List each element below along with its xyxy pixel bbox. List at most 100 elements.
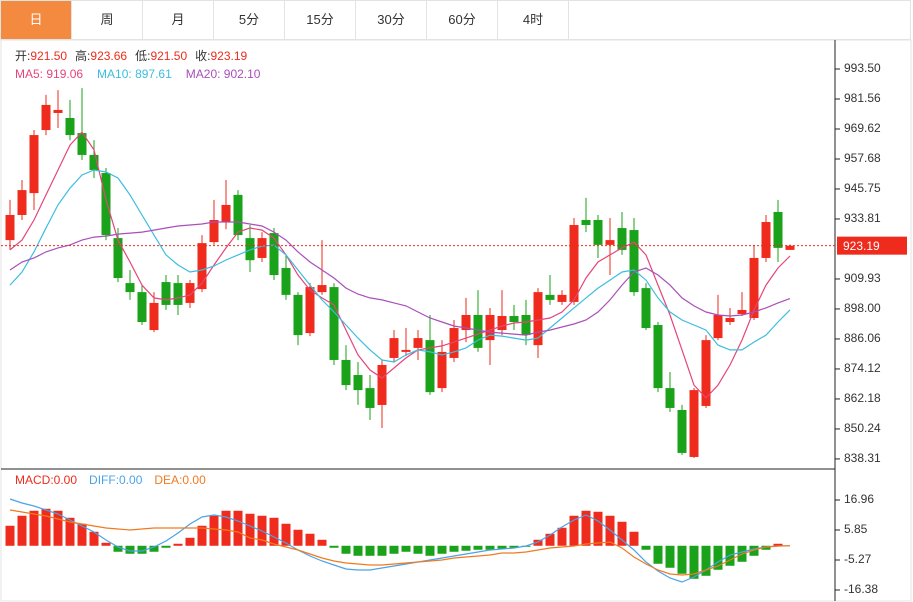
macd-bar xyxy=(173,543,183,546)
y-tick-label: 981.56 xyxy=(844,91,881,105)
candle-body xyxy=(605,240,615,245)
macd-bar xyxy=(689,545,699,579)
ohlc-value: 923.66 xyxy=(90,49,127,63)
candle-body xyxy=(437,351,447,389)
candle-body xyxy=(5,214,15,241)
macd-bar xyxy=(113,545,123,552)
macd-bar xyxy=(77,523,87,546)
macd-bar xyxy=(749,545,759,556)
macd-bar xyxy=(137,545,147,554)
macd-bar xyxy=(389,545,399,554)
candle-body xyxy=(269,233,279,276)
macd-bar xyxy=(233,510,243,546)
candle-body xyxy=(29,135,39,194)
candle-body xyxy=(113,238,123,279)
candle-body xyxy=(257,238,267,258)
legend-entry: MA10: 897.61 xyxy=(97,67,172,81)
candle-body xyxy=(305,287,315,334)
period-tab[interactable]: 15分 xyxy=(285,1,356,39)
candle-body xyxy=(665,388,675,408)
macd-bar xyxy=(341,545,351,554)
macd-bar xyxy=(473,545,483,550)
period-tab[interactable]: 4时 xyxy=(498,1,569,39)
period-tab[interactable]: 30分 xyxy=(356,1,427,39)
macd-bar xyxy=(653,545,663,564)
macd-bar xyxy=(497,545,507,549)
macd-bar xyxy=(209,515,219,546)
candle-body xyxy=(497,315,507,331)
y-tick-label: -16.38 xyxy=(844,582,878,596)
macd-bar xyxy=(269,517,279,546)
candle-body xyxy=(293,294,303,336)
macd-bar xyxy=(425,545,435,556)
candle-body xyxy=(485,314,495,341)
candle-body xyxy=(689,390,699,457)
macd-bar xyxy=(713,545,723,570)
macd-bar xyxy=(329,545,339,548)
y-tick-label: 909.93 xyxy=(844,271,881,285)
macd-bar xyxy=(437,545,447,554)
macd-bar xyxy=(281,523,291,546)
legend-entry: MA5: 919.06 xyxy=(15,67,83,81)
candle-body xyxy=(773,211,783,248)
legend-entry: DIFF:0.00 xyxy=(89,473,143,487)
candle-body xyxy=(161,282,171,305)
legend: MA5: 919.06 MA10: 897.61 MA20: 902.10 xyxy=(15,67,261,81)
macd-bar xyxy=(5,525,15,546)
macd-bar xyxy=(221,510,231,546)
candle-body xyxy=(245,238,255,261)
macd-bar xyxy=(317,539,327,546)
candle-body xyxy=(53,109,63,113)
macd-bar xyxy=(29,510,39,546)
macd-bar xyxy=(641,545,651,550)
candle-body xyxy=(629,230,639,293)
candle-body xyxy=(677,409,687,453)
y-tick-label: 5.85 xyxy=(844,522,868,536)
ohlc-label: 开: xyxy=(15,49,30,63)
macd-bar xyxy=(509,545,519,548)
macd-bar xyxy=(305,533,315,546)
period-tab[interactable]: 5分 xyxy=(214,1,285,39)
legend-entry: MA20: 902.10 xyxy=(186,67,261,81)
macd-bar xyxy=(617,521,627,546)
period-tab[interactable]: 月 xyxy=(143,1,214,39)
candle-body xyxy=(197,243,207,290)
y-tick-label: 993.50 xyxy=(844,61,881,75)
chart-frame xyxy=(0,39,912,602)
indicator-line xyxy=(9,131,791,399)
candle-body xyxy=(377,364,387,405)
macd-bar xyxy=(353,545,363,556)
candle-body xyxy=(461,314,471,331)
macd-bar xyxy=(293,529,303,546)
candle-body xyxy=(761,222,771,258)
y-tick-label: 886.06 xyxy=(844,331,881,345)
ohlc-value: 921.50 xyxy=(30,49,67,63)
macd-bar xyxy=(125,545,135,554)
period-tab[interactable]: 60分 xyxy=(427,1,498,39)
candle-body xyxy=(701,340,711,406)
candle-body xyxy=(473,314,483,348)
macd-bar xyxy=(365,545,375,556)
macd-bar xyxy=(377,545,387,556)
ohlc-value: 921.50 xyxy=(150,49,187,63)
macd-bar xyxy=(677,545,687,574)
candle-body xyxy=(521,314,531,336)
candle-body xyxy=(173,283,183,305)
macd-bar xyxy=(581,510,591,546)
macd-bar xyxy=(593,511,603,546)
y-tick-label: 945.75 xyxy=(844,181,881,195)
candle-body xyxy=(401,349,411,352)
candle-body xyxy=(185,283,195,303)
y-tick-label: 898.00 xyxy=(844,301,881,315)
ohlc-label: 收: xyxy=(195,49,210,63)
ohlc-label: 低: xyxy=(135,49,150,63)
ohlc-value: 923.19 xyxy=(210,49,247,63)
last-price-tag xyxy=(837,236,907,255)
period-tab[interactable]: 日 xyxy=(1,1,72,39)
candle-body xyxy=(281,267,291,295)
candle-body xyxy=(509,315,519,323)
period-tab[interactable]: 周 xyxy=(72,1,143,39)
macd-bar xyxy=(461,545,471,551)
candle-body xyxy=(581,220,591,226)
